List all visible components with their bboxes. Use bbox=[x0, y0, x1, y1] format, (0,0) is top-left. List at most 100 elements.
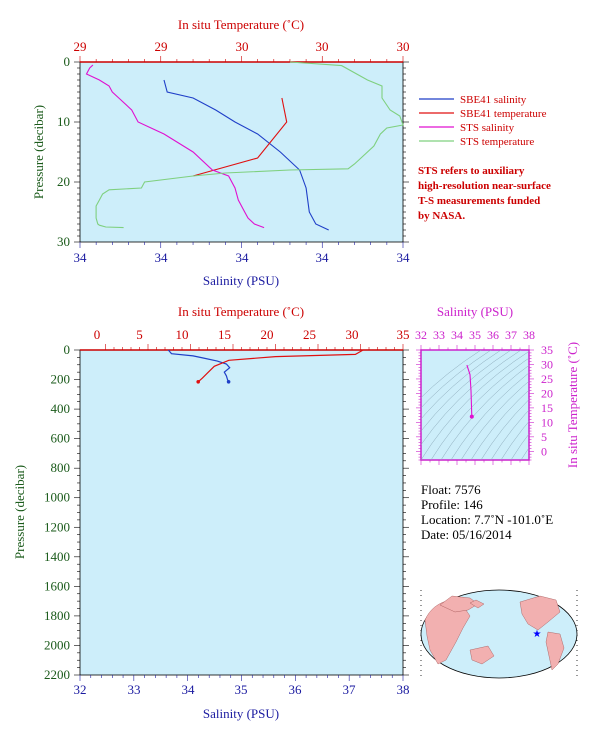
upper-top-tick-label: 30 bbox=[397, 39, 410, 54]
sts-note-line: high-resolution near-surface bbox=[418, 180, 551, 192]
lower-top-tick-label: 30 bbox=[346, 327, 359, 342]
upper-pressure-tick-label: 30 bbox=[57, 234, 70, 249]
upper-pressure-tick-label: 10 bbox=[57, 114, 70, 129]
upper-bottom-tick-labels: 34 34 34 34 34 bbox=[74, 250, 411, 265]
ts-right-axis-title: In situ Temperature (˚C) bbox=[565, 342, 580, 468]
ts-density-contour bbox=[421, 350, 502, 420]
ts-minor-ticks bbox=[416, 345, 534, 465]
lower-pressure-tick-label: 1400 bbox=[44, 549, 70, 564]
lower-top-tick-label: 5 bbox=[136, 327, 143, 342]
lower-series-sbe41-salinity bbox=[167, 349, 231, 383]
ts-density-contour bbox=[450, 372, 529, 460]
lower-pressure-tick-label: 1800 bbox=[44, 608, 70, 623]
sts-note: STS refers to auxiliary high-resolution … bbox=[418, 165, 551, 222]
lower-pressure-tick-labels: 0 200 400 600 800 1000 1200 1400 1600 1800 2000 220… bbox=[44, 342, 70, 682]
lower-pressure-tick-label: 400 bbox=[51, 401, 71, 416]
lower-bottom-tick-label: 32 bbox=[74, 682, 87, 697]
upper-top-axis-title: In situ Temperature (˚C) bbox=[178, 17, 304, 32]
ts-density-contour bbox=[430, 357, 529, 460]
ts-right-tick-label: 15 bbox=[541, 401, 553, 415]
lower-pressure-tick-label: 800 bbox=[51, 460, 71, 475]
lower-top-tick-label: 10 bbox=[176, 327, 189, 342]
lower-bottom-tick-label: 35 bbox=[235, 682, 248, 697]
upper-profile-chart: In situ Temperature (˚C) 29 29 30 30 30 … bbox=[31, 17, 410, 288]
legend-label: SBE41 salinity bbox=[460, 94, 527, 106]
lower-top-tick-label: 25 bbox=[303, 327, 316, 342]
legend-label: STS temperature bbox=[460, 136, 534, 148]
date: Date: 05/16/2014 bbox=[421, 527, 512, 542]
upper-pressure-axis-title: Pressure (decibar) bbox=[31, 105, 46, 199]
map-land bbox=[424, 595, 565, 671]
lower-pressure-tick-label: 1600 bbox=[44, 578, 70, 593]
location: Location: 7.7˚N -101.0˚E bbox=[421, 512, 554, 527]
ts-top-tick-label: 35 bbox=[469, 328, 481, 342]
ts-density-contour bbox=[421, 350, 522, 446]
ts-top-axis-title: Salinity (PSU) bbox=[437, 304, 513, 319]
map-land-australia bbox=[469, 645, 495, 665]
upper-bottom-axis-title: Salinity (PSU) bbox=[203, 273, 279, 288]
ts-density-contours bbox=[421, 350, 529, 460]
ts-density-contour bbox=[490, 409, 529, 460]
lower-top-tick-label: 20 bbox=[261, 327, 274, 342]
upper-pressure-tick-labels: 0 10 20 30 bbox=[57, 54, 70, 249]
upper-plot-area bbox=[79, 61, 404, 243]
upper-top-tick-label: 29 bbox=[74, 39, 87, 54]
ts-right-tick-label: 5 bbox=[541, 430, 547, 444]
lower-pressure-tick-label: 1200 bbox=[44, 519, 70, 534]
upper-series-group bbox=[85, 61, 404, 231]
ts-series-end-marker bbox=[469, 414, 474, 419]
upper-bottom-tick-label: 34 bbox=[155, 250, 169, 265]
upper-bottom-tick-label: 34 bbox=[74, 250, 88, 265]
map-land-japan bbox=[469, 599, 485, 609]
lower-minor-ticks bbox=[74, 344, 409, 681]
ts-density-contour bbox=[421, 350, 512, 432]
lower-pressure-tick-label: 0 bbox=[64, 342, 71, 357]
map-land-north-america bbox=[519, 595, 561, 631]
upper-minor-ticks bbox=[74, 56, 409, 248]
ts-series-line bbox=[466, 364, 473, 417]
ts-density-contour bbox=[440, 364, 529, 460]
lower-bottom-axis-title: Salinity (PSU) bbox=[203, 706, 279, 721]
lower-pressure-tick-label: 2000 bbox=[44, 638, 70, 653]
upper-top-tick-label: 30 bbox=[236, 39, 249, 54]
lower-top-tick-label: 35 bbox=[397, 327, 410, 342]
upper-series-sts-temperature bbox=[95, 61, 404, 229]
ts-right-tick-label: 25 bbox=[541, 372, 553, 386]
ts-density-contour bbox=[510, 433, 529, 460]
lower-pressure-tick-label: 200 bbox=[51, 372, 71, 387]
ts-diagram: Salinity (PSU) 32 33 34 35 36 37 38 0510… bbox=[415, 304, 580, 468]
lower-plot-area bbox=[79, 349, 404, 676]
lower-top-axis-title: In situ Temperature (˚C) bbox=[178, 304, 304, 319]
lower-top-tick-labels: 0 5 10 15 20 25 30 35 bbox=[94, 327, 410, 342]
upper-pressure-tick-label: 20 bbox=[57, 174, 70, 189]
lower-bottom-tick-label: 37 bbox=[343, 682, 357, 697]
ts-density-contour bbox=[520, 447, 529, 460]
ts-density-contour bbox=[500, 420, 529, 460]
upper-top-tick-label: 30 bbox=[316, 39, 329, 54]
upper-series-sbe41-salinity bbox=[163, 79, 329, 231]
lower-top-tick-label: 15 bbox=[218, 327, 231, 342]
ts-right-tick-label: 30 bbox=[541, 358, 553, 372]
sts-note-line: by NASA. bbox=[418, 210, 465, 222]
sts-note-line: T-S measurements funded bbox=[418, 195, 540, 207]
ts-density-contour bbox=[421, 350, 492, 409]
lower-series-end-marker bbox=[196, 380, 200, 384]
lower-pressure-tick-label: 1000 bbox=[44, 490, 70, 505]
ts-top-tick-label: 33 bbox=[433, 328, 445, 342]
map-land-south-america bbox=[545, 631, 565, 671]
upper-top-tick-label: 29 bbox=[155, 39, 168, 54]
world-map: ★ bbox=[420, 589, 578, 680]
upper-pressure-tick-label: 0 bbox=[64, 54, 71, 69]
ts-top-tick-label: 37 bbox=[505, 328, 517, 342]
legend-label: STS salinity bbox=[460, 122, 515, 134]
legend: SBE41 salinity SBE41 temperature STS sal… bbox=[419, 94, 547, 148]
upper-top-tick-labels: 29 29 30 30 30 bbox=[74, 39, 410, 54]
upper-bottom-tick-label: 34 bbox=[316, 250, 330, 265]
ts-density-contour bbox=[460, 380, 529, 460]
lower-bottom-tick-label: 38 bbox=[397, 682, 410, 697]
lower-series-sbe41-temperature bbox=[197, 349, 364, 383]
ts-top-tick-labels: 32 33 34 35 36 37 38 bbox=[415, 328, 535, 342]
ts-right-tick-label: 0 bbox=[541, 444, 547, 458]
